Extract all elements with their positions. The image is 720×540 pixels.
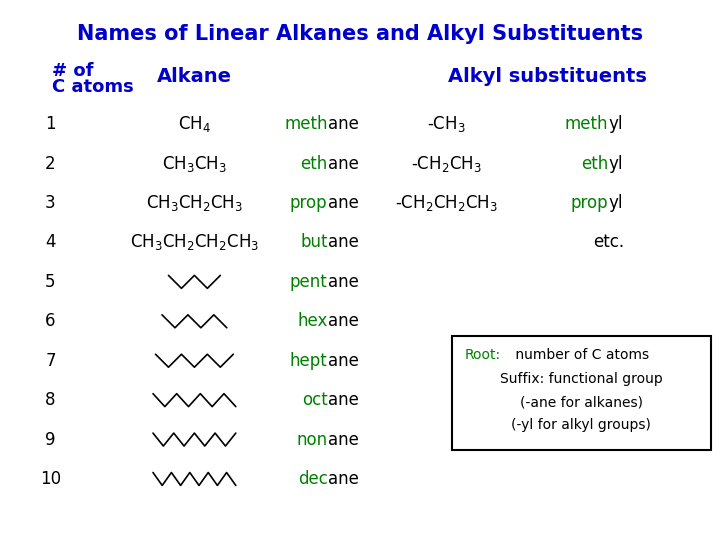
Text: Root:: Root: [464,348,500,362]
Text: 1: 1 [45,115,55,133]
Text: CH$_3$CH$_3$: CH$_3$CH$_3$ [162,153,227,174]
Text: ane: ane [328,391,359,409]
Text: pent: pent [290,273,328,291]
Text: meth: meth [284,115,328,133]
Text: Alkane: Alkane [157,68,232,86]
FancyBboxPatch shape [451,336,711,450]
Text: ane: ane [328,115,359,133]
Text: ane: ane [328,312,359,330]
Text: # of: # of [52,62,94,80]
Text: -CH$_2$CH$_3$: -CH$_2$CH$_3$ [411,153,482,174]
Text: ane: ane [328,154,359,173]
Text: 2: 2 [45,154,55,173]
Text: ane: ane [328,352,359,370]
Text: dec: dec [298,470,328,488]
Text: meth: meth [565,115,608,133]
Text: Names of Linear Alkanes and Alkyl Substituents: Names of Linear Alkanes and Alkyl Substi… [77,24,643,44]
Text: yl: yl [608,115,623,133]
Text: C atoms: C atoms [52,78,134,96]
Text: 10: 10 [40,470,61,488]
Text: non: non [297,430,328,449]
Text: (-ane for alkanes): (-ane for alkanes) [520,395,643,409]
Text: hex: hex [297,312,328,330]
Text: 6: 6 [45,312,55,330]
Text: hept: hept [290,352,328,370]
Text: yl: yl [608,194,623,212]
Text: etc.: etc. [593,233,624,252]
Text: oct: oct [302,391,328,409]
Text: CH$_3$CH$_2$CH$_2$CH$_3$: CH$_3$CH$_2$CH$_2$CH$_3$ [130,232,259,253]
Text: ane: ane [328,194,359,212]
Text: -CH$_2$CH$_2$CH$_3$: -CH$_2$CH$_2$CH$_3$ [395,193,498,213]
Text: 9: 9 [45,430,55,449]
Text: prop: prop [571,194,608,212]
Text: ane: ane [328,430,359,449]
Text: Alkyl substituents: Alkyl substituents [448,68,647,86]
Text: eth: eth [581,154,608,173]
Text: ane: ane [328,470,359,488]
Text: 3: 3 [45,194,55,212]
Text: ane: ane [328,273,359,291]
Text: Suffix: functional group: Suffix: functional group [500,372,663,386]
Text: -CH$_3$: -CH$_3$ [427,114,466,134]
Text: CH$_3$CH$_2$CH$_3$: CH$_3$CH$_2$CH$_3$ [146,193,243,213]
Text: 4: 4 [45,233,55,252]
Text: ane: ane [328,233,359,252]
Text: prop: prop [290,194,328,212]
Text: (-yl for alkyl groups): (-yl for alkyl groups) [511,418,652,433]
Text: 7: 7 [45,352,55,370]
Text: but: but [300,233,328,252]
Text: yl: yl [608,154,623,173]
Text: 8: 8 [45,391,55,409]
Text: eth: eth [300,154,328,173]
Text: number of C atoms: number of C atoms [511,348,649,362]
Text: CH$_4$: CH$_4$ [178,114,211,134]
Text: 5: 5 [45,273,55,291]
